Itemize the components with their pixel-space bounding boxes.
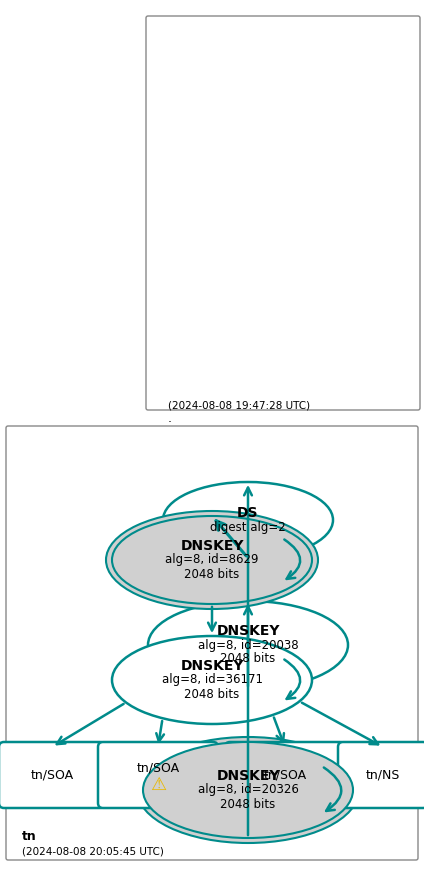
Ellipse shape xyxy=(143,742,353,838)
Ellipse shape xyxy=(148,601,348,689)
Ellipse shape xyxy=(137,737,359,843)
Text: DNSKEY: DNSKEY xyxy=(216,624,280,638)
Text: tn/SOA: tn/SOA xyxy=(31,768,73,781)
Ellipse shape xyxy=(112,516,312,604)
Text: alg=8, id=20326: alg=8, id=20326 xyxy=(198,783,298,796)
FancyBboxPatch shape xyxy=(225,742,345,808)
FancyBboxPatch shape xyxy=(0,742,105,808)
Text: tn/SOA: tn/SOA xyxy=(137,761,179,774)
Text: tn/NS: tn/NS xyxy=(366,768,400,781)
FancyBboxPatch shape xyxy=(338,742,424,808)
Ellipse shape xyxy=(112,636,312,724)
Ellipse shape xyxy=(163,482,333,558)
Text: alg=8, id=8629: alg=8, id=8629 xyxy=(165,553,259,566)
Text: 2048 bits: 2048 bits xyxy=(184,567,240,580)
Text: digest alg=2: digest alg=2 xyxy=(210,521,286,533)
Text: alg=8, id=36171: alg=8, id=36171 xyxy=(162,674,262,686)
FancyBboxPatch shape xyxy=(98,742,218,808)
Text: ⚠: ⚠ xyxy=(150,776,166,794)
Text: 2048 bits: 2048 bits xyxy=(220,797,276,810)
Text: (2024-08-08 19:47:28 UTC): (2024-08-08 19:47:28 UTC) xyxy=(168,400,310,410)
Text: 2048 bits: 2048 bits xyxy=(184,688,240,700)
Text: .: . xyxy=(168,412,172,425)
Text: DS: DS xyxy=(237,506,259,520)
Ellipse shape xyxy=(106,511,318,609)
Text: DNSKEY: DNSKEY xyxy=(180,539,244,553)
Text: 2048 bits: 2048 bits xyxy=(220,653,276,665)
Text: DNSKEY: DNSKEY xyxy=(216,769,280,783)
FancyBboxPatch shape xyxy=(6,426,418,860)
FancyBboxPatch shape xyxy=(146,16,420,410)
Text: alg=8, id=20038: alg=8, id=20038 xyxy=(198,639,298,651)
Text: DNSKEY: DNSKEY xyxy=(180,659,244,673)
Text: (2024-08-08 20:05:45 UTC): (2024-08-08 20:05:45 UTC) xyxy=(22,847,164,857)
Text: tn: tn xyxy=(22,829,37,843)
Text: tn/SOA: tn/SOA xyxy=(263,768,307,781)
